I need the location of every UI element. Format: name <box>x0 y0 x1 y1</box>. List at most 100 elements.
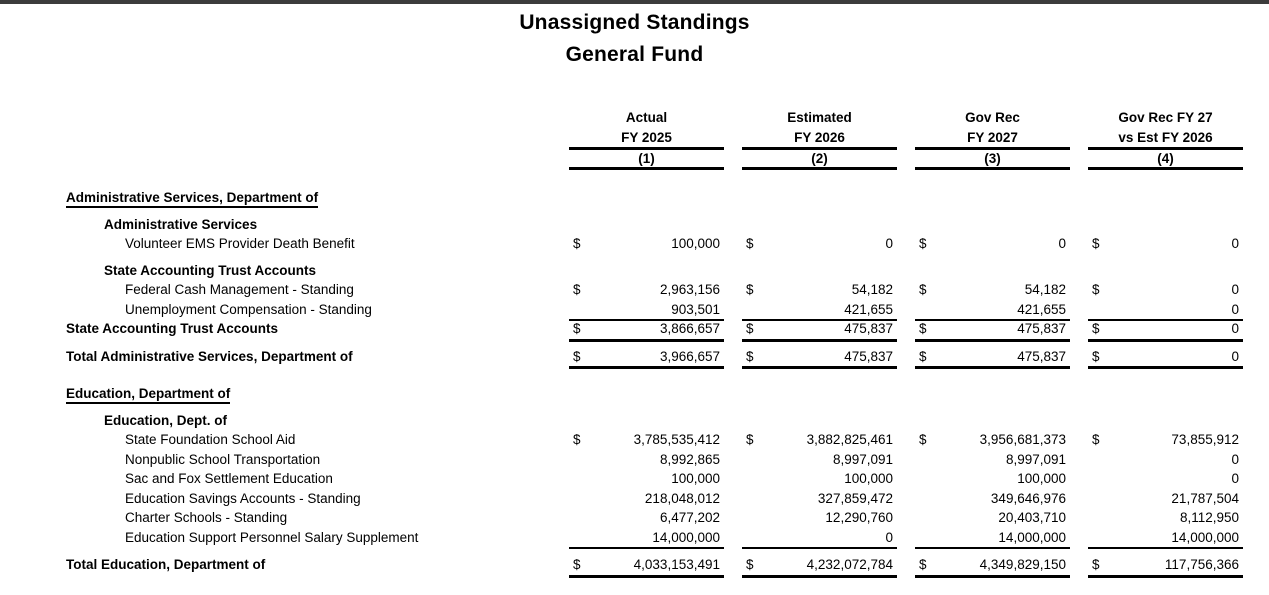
column-header-row-3: (1) (2) (3) (4) <box>0 150 1269 170</box>
amount-value: 8,112,950 <box>1179 510 1239 525</box>
amount-value: 475,837 <box>1017 321 1066 336</box>
dollar-sign: $ <box>1092 432 1100 447</box>
amount-value: 475,837 <box>844 348 893 364</box>
row-label: Education, Dept. of <box>104 412 227 428</box>
amount-value: 20,403,710 <box>998 510 1066 525</box>
dollar-sign: $ <box>746 348 754 364</box>
amount-cell-col3: 8,997,091 <box>915 450 1070 470</box>
dollar-sign: $ <box>919 557 927 572</box>
amount-value: 349,646,976 <box>990 490 1066 506</box>
amount-value: 21,787,504 <box>1171 490 1239 506</box>
amount-value: 475,837 <box>1017 348 1066 364</box>
table-row-detail: Federal Cash Management - Standing $2,963… <box>0 280 1269 300</box>
column-header-1-number: (1) <box>569 150 724 170</box>
amount-cell-col4: 0 <box>1088 450 1243 470</box>
column-header-1-line2: FY 2025 <box>569 128 724 150</box>
amount-value: 421,655 <box>1017 301 1066 317</box>
table-row-group: State Accounting Trust Accounts <box>0 261 1269 281</box>
column-header-1-line1: Actual <box>625 110 668 125</box>
amount-value: 73,855,912 <box>1171 432 1239 447</box>
row-label: Unemployment Compensation - Standing <box>125 301 372 317</box>
dollar-sign: $ <box>573 236 581 251</box>
column-header-3-number: (3) <box>915 150 1070 170</box>
column-header-2-line2: FY 2026 <box>742 128 897 150</box>
amount-cell-col4: $0 <box>1088 234 1243 254</box>
amount-value: 0 <box>885 529 893 545</box>
amount-cell-col3: 100,000 <box>915 469 1070 489</box>
window-top-bar <box>0 0 1269 4</box>
row-label: Federal Cash Management - Standing <box>125 282 354 297</box>
column-header-4-line1: Gov Rec FY 27 <box>1118 110 1213 125</box>
dollar-sign: $ <box>746 432 754 447</box>
amount-value: 327,859,472 <box>817 490 893 506</box>
amount-cell-col1: 6,477,202 <box>569 508 724 528</box>
dollar-sign: $ <box>919 432 927 447</box>
amount-value: 3,866,657 <box>659 321 720 336</box>
table-row-total: Total Education, Department of $4,033,153… <box>0 555 1269 578</box>
dollar-sign: $ <box>746 321 754 336</box>
amount-value: 3,785,535,412 <box>633 432 720 447</box>
amount-cell-col3: 20,403,710 <box>915 508 1070 528</box>
section-title-underlined: Administrative Services, Department of <box>66 190 319 208</box>
amount-cell-col1: $3,966,657 <box>569 347 724 369</box>
amount-cell-col2: 327,859,472 <box>742 489 897 509</box>
amount-value: 903,501 <box>671 301 720 317</box>
row-label: State Foundation School Aid <box>125 432 296 447</box>
table-row-detail: Education Support Personnel Salary Suppl… <box>0 528 1269 549</box>
amount-value: 0 <box>1231 321 1239 336</box>
amount-value: 0 <box>1231 471 1239 486</box>
amount-cell-col3: $54,182 <box>915 280 1070 300</box>
report-title-line1: Unassigned Standings <box>519 11 750 34</box>
amount-value: 54,182 <box>1024 282 1066 297</box>
amount-cell-col4: 8,112,950 <box>1088 508 1243 528</box>
dollar-sign: $ <box>1092 236 1100 251</box>
row-label: State Accounting Trust Accounts <box>104 262 317 278</box>
amount-cell-col2: 12,290,760 <box>742 508 897 528</box>
dollar-sign: $ <box>573 282 581 297</box>
amount-cell-col2: $475,837 <box>742 347 897 369</box>
standings-table: Actual Estimated Gov Rec Gov Rec FY 27 FY 2… <box>0 107 1269 578</box>
amount-value: 12,290,760 <box>825 510 893 525</box>
dollar-sign: $ <box>573 348 581 364</box>
amount-cell-col1: 8,992,865 <box>569 450 724 470</box>
column-header-row-2: FY 2025 FY 2026 FY 2027 vs Est FY 2026 <box>0 128 1269 150</box>
dollar-sign: $ <box>1092 557 1100 572</box>
dollar-sign: $ <box>573 557 581 572</box>
table-row-detail: Volunteer EMS Provider Death Benefit $100… <box>0 234 1269 254</box>
amount-value: 4,033,153,491 <box>633 557 720 572</box>
dollar-sign: $ <box>746 557 754 572</box>
table-row-total: Total Administrative Services, Departmen… <box>0 347 1269 369</box>
amount-cell-col3: 421,655 <box>915 300 1070 321</box>
amount-cell-col3: $3,956,681,373 <box>915 430 1070 450</box>
table-row-section: Education, Department of <box>0 384 1269 404</box>
amount-cell-col3: 349,646,976 <box>915 489 1070 509</box>
row-label: Education Savings Accounts - Standing <box>125 490 361 506</box>
dollar-sign: $ <box>919 321 927 336</box>
column-header-2-number: (2) <box>742 150 897 170</box>
amount-cell-col4: $0 <box>1088 280 1243 300</box>
amount-cell-col4: $117,756,366 <box>1088 555 1243 578</box>
amount-cell-col3: $0 <box>915 234 1070 254</box>
row-label: Total Administrative Services, Departmen… <box>66 348 353 364</box>
amount-value: 0 <box>1231 236 1239 251</box>
table-row-group: Administrative Services <box>0 215 1269 235</box>
dollar-sign: $ <box>919 348 927 364</box>
amount-value: 8,992,865 <box>659 451 720 467</box>
column-header-row-1: Actual Estimated Gov Rec Gov Rec FY 27 <box>0 107 1269 128</box>
row-label: Administrative Services, Department of <box>0 188 551 208</box>
amount-value: 100,000 <box>671 471 720 486</box>
dollar-sign: $ <box>746 282 754 297</box>
table-row-section: Administrative Services, Department of <box>0 188 1269 208</box>
amount-cell-col4: $0 <box>1088 319 1243 342</box>
section-title-underlined: Education, Department of <box>66 386 231 404</box>
amount-value: 3,882,825,461 <box>806 432 893 447</box>
amount-cell-col3: $4,349,829,150 <box>915 555 1070 578</box>
amount-value: 2,963,156 <box>659 282 720 297</box>
amount-cell-col4: 0 <box>1088 469 1243 489</box>
table-row-detail: Sac and Fox Settlement Education 100,000 1… <box>0 469 1269 489</box>
amount-value: 3,956,681,373 <box>979 432 1066 447</box>
dollar-sign: $ <box>573 321 581 336</box>
dollar-sign: $ <box>919 282 927 297</box>
amount-value: 117,756,366 <box>1164 557 1239 572</box>
amount-value: 0 <box>1231 348 1239 364</box>
